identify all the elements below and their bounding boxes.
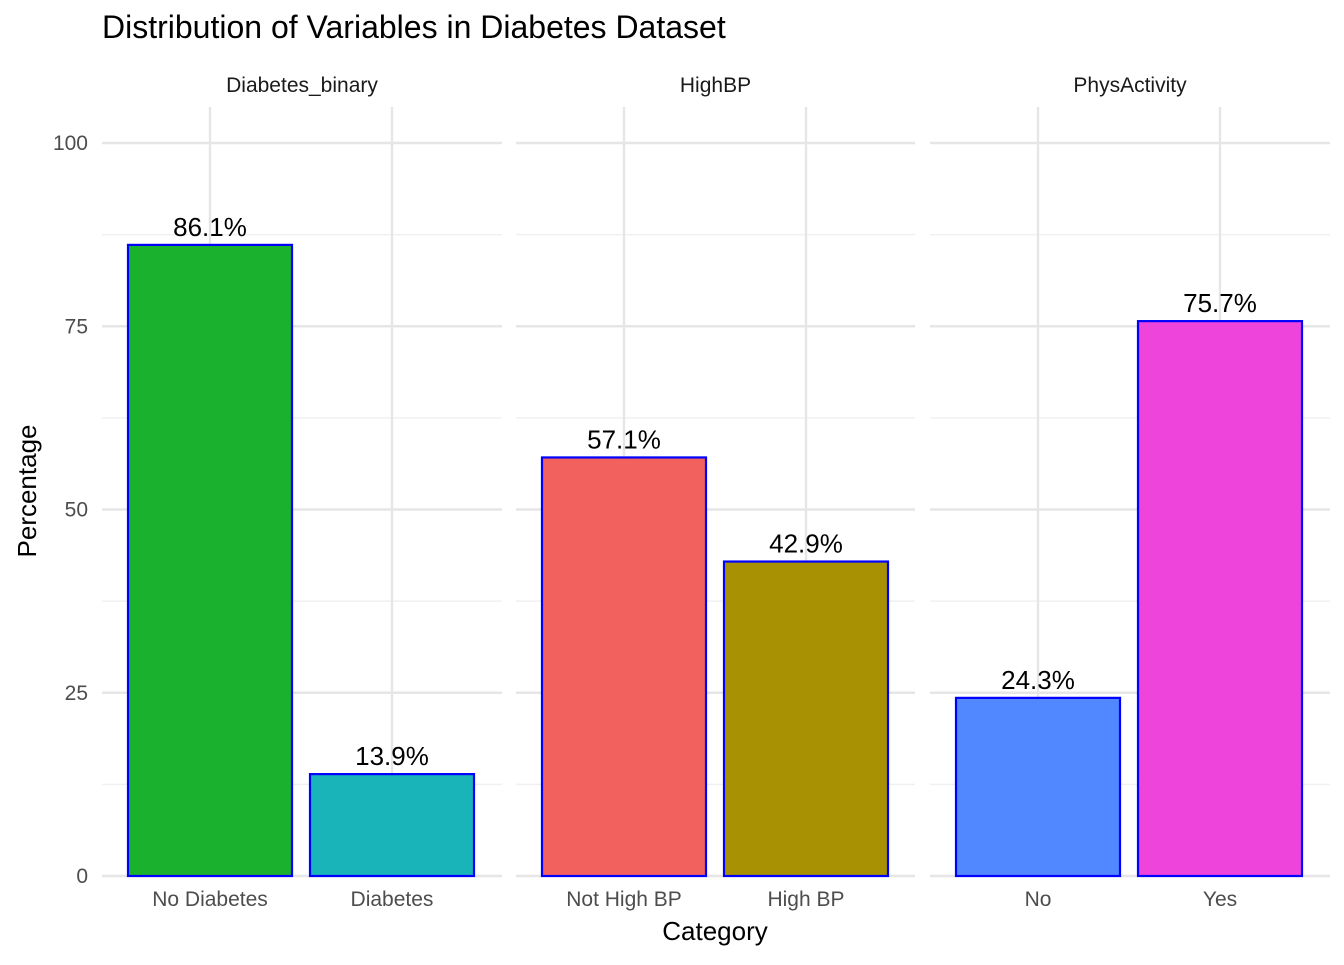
x-tick-label: No [1025,888,1052,911]
bar [722,560,890,878]
y-tick-label: 50 [65,499,88,522]
facet-label: HighBP [680,74,751,97]
bar [954,696,1122,878]
panels: 0 25 50 75 100 Diabetes_binary 86.1% No Diabete… [53,74,1330,911]
x-tick-label: Yes [1203,888,1237,911]
y-tick-label: 100 [53,132,88,155]
y-axis-title: Percentage [12,425,42,558]
data-label: 42.9% [769,529,843,559]
x-tick-label: No Diabetes [152,888,268,911]
bar [126,243,294,878]
bar [1136,320,1304,878]
y-tick-label: 75 [65,315,88,338]
x-tick-label: High BP [767,888,844,911]
data-label: 57.1% [587,424,661,454]
chart-title: Distribution of Variables in Diabetes Da… [102,9,726,45]
x-tick-label: Not High BP [566,888,682,911]
data-label: 24.3% [1001,665,1075,695]
y-tick-label: 25 [65,682,88,705]
bar [308,773,476,878]
facet-label: PhysActivity [1073,74,1187,97]
panel-PhysActivity: PhysActivity 24.3% No 75.7% Yes [930,74,1330,911]
panel-HighBP: HighBP 57.1% Not High BP 42.9% High BP [516,74,915,911]
y-tick-label: 0 [76,865,88,888]
panel-Diabetes_binary: Diabetes_binary 86.1% No Diabetes 13.9% Diab… [102,74,502,911]
data-label: 75.7% [1183,288,1257,318]
x-axis-title: Category [662,916,768,946]
bar [540,456,708,878]
facet-label: Diabetes_binary [226,74,378,97]
data-label: 86.1% [173,212,247,242]
data-label: 13.9% [355,741,429,771]
x-tick-label: Diabetes [351,888,434,911]
